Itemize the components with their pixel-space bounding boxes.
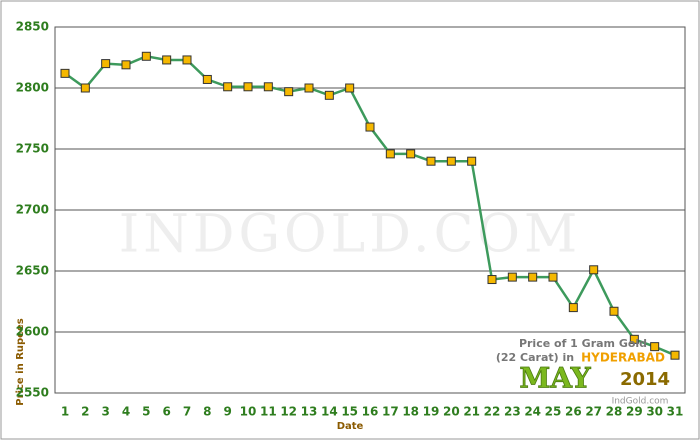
x-tick-label: 25 bbox=[545, 405, 562, 419]
x-tick-label: 21 bbox=[463, 405, 480, 419]
x-tick-label: 5 bbox=[142, 405, 150, 419]
legend-line2: (22 Carat) in bbox=[496, 351, 574, 364]
legend-month: MAY bbox=[519, 362, 591, 395]
data-point bbox=[202, 74, 212, 84]
data-point bbox=[263, 82, 273, 92]
data-point bbox=[141, 51, 151, 61]
data-point bbox=[385, 149, 395, 159]
data-point bbox=[629, 334, 639, 344]
credit: IndGold.com bbox=[612, 397, 669, 407]
x-tick-label: 31 bbox=[667, 405, 684, 419]
x-tick-label: 6 bbox=[162, 405, 170, 419]
data-point bbox=[324, 90, 334, 100]
y-tick-label: 2800 bbox=[16, 81, 49, 95]
data-point bbox=[284, 87, 294, 97]
x-axis-label: Date bbox=[337, 421, 364, 432]
x-tick-label: 2 bbox=[81, 405, 89, 419]
y-tick-label: 2600 bbox=[16, 325, 49, 339]
y-tick-label: 2750 bbox=[16, 142, 49, 156]
data-point bbox=[487, 275, 497, 285]
x-tick-label: 22 bbox=[484, 405, 501, 419]
legend-city: HYDERABAD bbox=[581, 351, 665, 365]
data-point bbox=[670, 350, 680, 360]
legend-line1: Price of 1 Gram Gold bbox=[519, 337, 647, 350]
data-point bbox=[223, 82, 233, 92]
x-tick-label: 27 bbox=[585, 405, 602, 419]
x-tick-label: 1 bbox=[61, 405, 69, 419]
data-point bbox=[446, 156, 456, 166]
x-tick-label: 17 bbox=[382, 405, 399, 419]
data-point bbox=[162, 55, 172, 65]
x-tick-label: 20 bbox=[443, 405, 460, 419]
x-tick-label: 10 bbox=[240, 405, 257, 419]
y-tick-label: 2700 bbox=[16, 203, 49, 217]
x-tick-label: 16 bbox=[362, 405, 379, 419]
data-point bbox=[243, 82, 253, 92]
y-axis-label: Price in Rupees bbox=[15, 318, 26, 405]
data-point bbox=[568, 303, 578, 313]
data-point bbox=[426, 156, 436, 166]
x-tick-label: 8 bbox=[203, 405, 211, 419]
x-tick-label: 4 bbox=[122, 405, 130, 419]
data-point bbox=[304, 83, 314, 93]
x-tick-label: 23 bbox=[504, 405, 521, 419]
x-tick-label: 19 bbox=[423, 405, 440, 419]
x-tick-label: 12 bbox=[280, 405, 297, 419]
x-tick-label: 30 bbox=[646, 405, 663, 419]
data-point bbox=[121, 60, 131, 70]
data-point bbox=[528, 272, 538, 282]
x-tick-label: 9 bbox=[223, 405, 231, 419]
x-tick-label: 7 bbox=[183, 405, 191, 419]
data-point bbox=[80, 83, 90, 93]
y-tick-label: 2850 bbox=[16, 20, 49, 34]
watermark: IndGold.com bbox=[119, 205, 581, 265]
x-tick-label: 29 bbox=[626, 405, 643, 419]
data-point bbox=[365, 122, 375, 132]
x-tick-label: 28 bbox=[606, 405, 623, 419]
y-tick-label: 2650 bbox=[16, 264, 49, 278]
y-tick-label: 2550 bbox=[16, 386, 49, 400]
x-tick-label: 14 bbox=[321, 405, 338, 419]
data-point bbox=[589, 265, 599, 275]
x-tick-label: 18 bbox=[402, 405, 419, 419]
data-point bbox=[345, 83, 355, 93]
x-tick-label: 15 bbox=[341, 405, 358, 419]
x-tick-label: 3 bbox=[101, 405, 109, 419]
data-point bbox=[548, 272, 558, 282]
x-tick-label: 13 bbox=[301, 405, 318, 419]
data-point bbox=[406, 149, 416, 159]
x-tick-label: 24 bbox=[524, 405, 541, 419]
x-tick-label: 26 bbox=[565, 405, 582, 419]
data-point bbox=[650, 342, 660, 352]
data-point bbox=[507, 272, 517, 282]
data-point bbox=[60, 68, 70, 78]
x-tick-label: 11 bbox=[260, 405, 277, 419]
legend-box: Price of 1 Gram Gold (22 Carat) in HYDER… bbox=[496, 337, 670, 407]
data-point bbox=[182, 55, 192, 65]
data-point bbox=[609, 306, 619, 316]
legend-year: 2014 bbox=[620, 369, 670, 390]
data-point bbox=[467, 156, 477, 166]
data-point bbox=[101, 59, 111, 69]
